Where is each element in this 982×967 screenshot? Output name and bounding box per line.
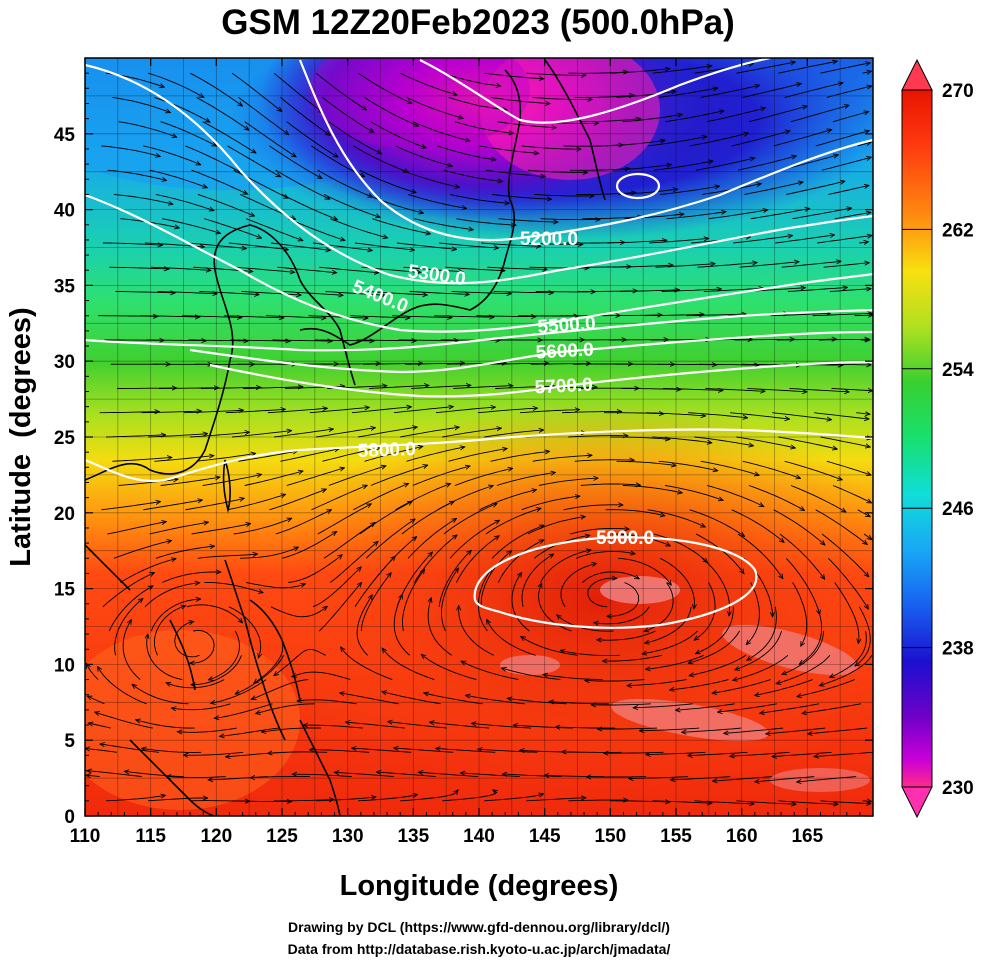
x-tick-label: 115 (135, 826, 166, 847)
x-tick-label: 145 (529, 826, 561, 847)
contour-label: 5500.0 (537, 313, 596, 338)
x-tick-label: 125 (266, 826, 298, 847)
y-tick-label: 10 (54, 655, 75, 676)
y-tick-label: 20 (54, 504, 75, 525)
colorbar-gradient (902, 90, 932, 787)
contour-label: 5700.0 (534, 375, 593, 399)
contour-label: 5600.0 (535, 340, 594, 364)
x-tick-label: 155 (660, 826, 692, 847)
colorbar-tick-label: 246 (942, 499, 974, 520)
chart-title: GSM 12Z20Feb2023 (500.0hPa) (221, 3, 735, 42)
y-axis-label: Latitude (degrees) (5, 307, 37, 566)
y-tick-label: 45 (54, 125, 76, 146)
contour-label: 5200.0 (520, 229, 578, 250)
y-tick-label: 5 (64, 731, 75, 752)
colorbar-tick-label: 254 (942, 360, 974, 381)
credit-line-1: Drawing by DCL (https://www.gfd-dennou.o… (288, 919, 670, 935)
y-tick-label: 40 (54, 201, 75, 222)
x-tick-label: 165 (791, 826, 823, 847)
colorbar-tick-label: 238 (942, 639, 974, 660)
colorbar-min-arrow (902, 787, 932, 817)
x-tick-label: 120 (200, 826, 232, 847)
x-tick-label: 160 (726, 826, 758, 847)
x-tick-label: 135 (397, 826, 429, 847)
y-tick-label: 0 (64, 807, 75, 828)
y-tick-label: 25 (54, 428, 76, 449)
colorbar-max-arrow (902, 60, 932, 90)
temperature-field (10, 0, 930, 816)
lat-lon-grid (85, 58, 873, 816)
x-axis-label: Longitude (degrees) (340, 870, 619, 902)
colorbar-tick-label: 230 (942, 778, 974, 799)
colorbar-tick-label: 262 (942, 220, 974, 241)
x-tick-label: 130 (332, 826, 364, 847)
y-tick-label: 30 (54, 352, 75, 373)
streamline (863, 801, 872, 802)
plot-area: 5200.0 5300.0 5400.0 5500.0 5600.0 5700.… (10, 0, 930, 816)
contour-label: 5800.0 (357, 439, 416, 462)
credit-line-2: Data from http://database.rish.kyoto-u.a… (288, 941, 671, 957)
x-tick-label: 110 (70, 826, 101, 847)
x-tick-label: 150 (594, 826, 626, 847)
colorbar: 270 262 254 246 238 230 (902, 60, 974, 817)
y-tick-label: 15 (54, 580, 76, 601)
contour-label: 5900.0 (596, 528, 654, 549)
colorbar-tick-label: 270 (942, 81, 974, 102)
x-tick-label: 140 (463, 826, 495, 847)
y-tick-label: 35 (54, 276, 76, 297)
